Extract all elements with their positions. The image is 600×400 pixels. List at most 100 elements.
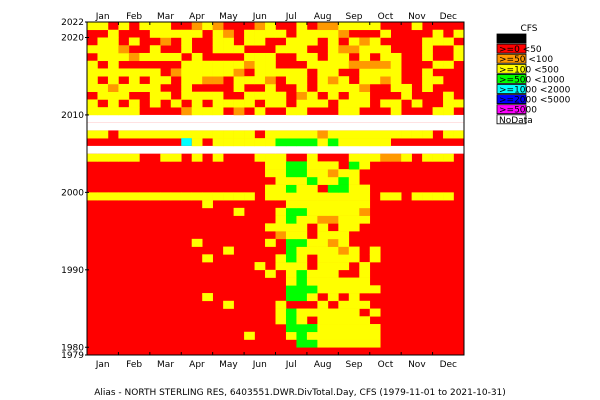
heatmap-cell (327, 238, 339, 247)
heatmap-cell (285, 293, 297, 302)
heatmap-cell (443, 37, 454, 46)
heatmap-cell (296, 176, 308, 185)
heatmap-cell (285, 246, 297, 255)
heatmap-cell (212, 45, 224, 54)
heatmap-cell (348, 60, 360, 69)
heatmap-cell (296, 22, 308, 31)
heatmap-cell (338, 45, 350, 54)
heatmap-cell (296, 324, 308, 333)
heatmap-cell (359, 83, 371, 92)
heatmap-cell (128, 192, 140, 201)
heatmap-cell (296, 285, 308, 294)
heatmap-cell (149, 83, 161, 92)
heatmap-cell (338, 339, 350, 348)
heatmap-cell (338, 169, 350, 178)
heatmap-cell (422, 192, 433, 201)
heatmap-cell (338, 223, 350, 232)
heatmap-cell (181, 83, 193, 92)
heatmap-cell (285, 200, 297, 209)
heatmap-cell (118, 68, 130, 77)
heatmap-cell (296, 37, 308, 46)
heatmap-cell (317, 200, 329, 209)
heatmap-cell (327, 331, 339, 340)
heatmap-cell (191, 52, 203, 62)
x-tick-label-bottom: Nov (408, 360, 426, 370)
heatmap-cell (317, 192, 329, 201)
heatmap-cell (285, 37, 297, 46)
heatmap-cell (296, 52, 308, 62)
heatmap-cell (97, 37, 109, 46)
heatmap-cell (422, 37, 433, 46)
heatmap-cell (265, 269, 276, 278)
heatmap-cell (212, 99, 224, 108)
heatmap-cell (296, 161, 308, 170)
legend: CFS <0>=0 <50>=50 <100>=100 <500>=500 <1… (496, 24, 571, 126)
heatmap-cell (265, 161, 276, 170)
heatmap-cell (97, 153, 109, 162)
heatmap-cell (306, 184, 318, 193)
x-tick-label-top: Apr (189, 12, 205, 22)
heatmap-cell (223, 192, 234, 201)
heatmap-cell (275, 300, 287, 309)
heatmap-cell (432, 153, 444, 162)
heatmap-cell (359, 52, 371, 62)
heatmap-cell (380, 68, 391, 77)
heatmap-cell (202, 200, 213, 209)
heatmap-cell (348, 324, 360, 333)
heatmap-cell (338, 207, 350, 216)
heatmap-cell (359, 184, 371, 193)
heatmap-cell (285, 238, 297, 247)
nodata-row (87, 145, 464, 154)
heatmap-cell (254, 262, 266, 271)
heatmap-cell (369, 254, 381, 263)
heatmap-cell (275, 153, 287, 162)
heatmap-cell (296, 200, 308, 209)
heatmap-cell (338, 331, 350, 340)
heatmap-cell (317, 308, 329, 317)
heatmap-cell (296, 83, 308, 92)
heatmap-cell (338, 83, 350, 92)
heatmap-cell (317, 254, 329, 263)
x-tick-label-top: Mar (157, 12, 174, 22)
heatmap-cell (202, 60, 213, 69)
heatmap-cell (296, 254, 308, 263)
legend-title: CFS (520, 24, 537, 34)
heatmap-cell (285, 223, 297, 232)
heatmap-cell (317, 138, 329, 147)
heatmap-cell (348, 192, 360, 201)
heatmap-cell (275, 254, 287, 263)
heatmap-cell (223, 99, 234, 108)
heatmap-cell (149, 76, 161, 85)
heatmap-cell (275, 29, 287, 38)
x-tick-label-top: May (219, 12, 238, 22)
heatmap-cell (107, 60, 119, 69)
heatmap-cell (380, 29, 391, 38)
heatmap-cell (306, 269, 318, 278)
x-tick-label-bottom: Sep (346, 360, 363, 370)
heatmap-cell (348, 161, 360, 170)
heatmap-cell (359, 316, 371, 325)
heatmap-cell (212, 29, 224, 38)
heatmap-cell (338, 99, 350, 108)
heatmap-cell (275, 45, 287, 54)
heatmap-cell (306, 153, 318, 162)
heatmap-cell (338, 300, 350, 309)
heatmap-cell (369, 285, 381, 294)
heatmap-cell (401, 83, 412, 92)
heatmap-cell (87, 192, 98, 201)
heatmap-cell (390, 76, 402, 85)
heatmap-cell (191, 76, 203, 85)
heatmap-cell (369, 45, 381, 54)
heatmap-cell (160, 37, 172, 46)
heatmap-cell (97, 45, 109, 54)
heatmap-cell (285, 277, 297, 286)
heatmap-cell (317, 300, 329, 309)
heatmap-cell (338, 254, 350, 263)
heatmap-cell (181, 138, 192, 146)
heatmap-cell (443, 91, 454, 100)
heatmap-cell (390, 60, 402, 69)
heatmap-cell (359, 161, 371, 170)
heatmap-cell (369, 339, 381, 348)
heatmap-cell (212, 37, 224, 46)
legend-swatch (496, 43, 527, 54)
